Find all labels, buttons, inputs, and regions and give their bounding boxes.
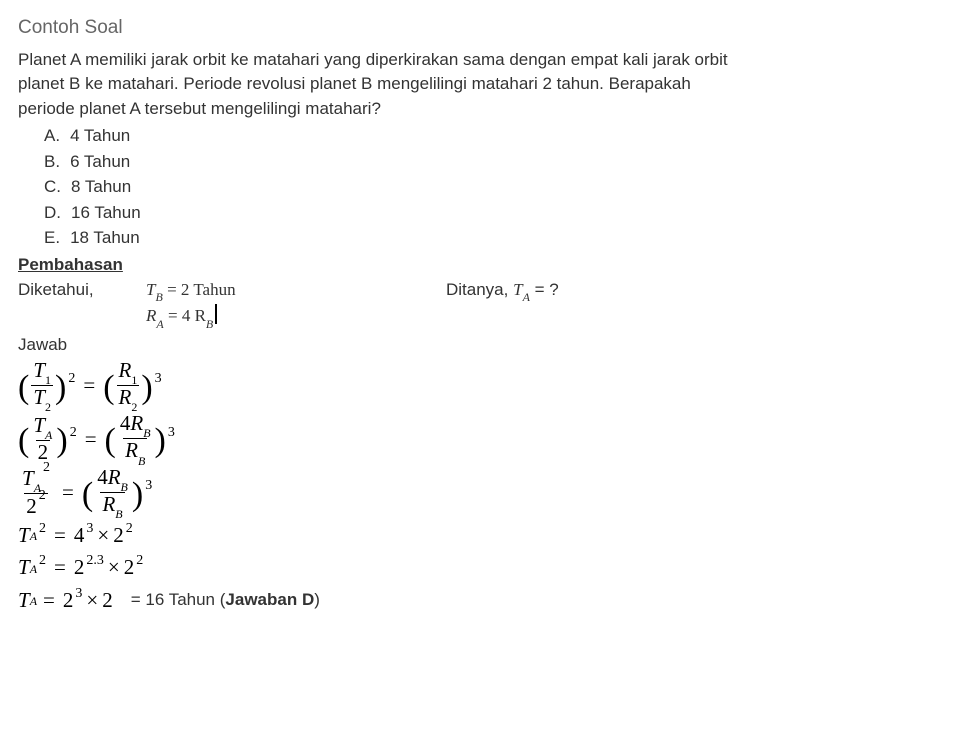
math-derivation: ( T1 T2 )2 = ( R1 R2 )3 ( TA 2 )2 = ( 4R… [18,360,954,615]
equation-5: TA2 = 22.3 × 22 [18,552,954,582]
text-cursor-icon [215,304,217,324]
equation-1: ( T1 T2 )2 = ( R1 R2 )3 [18,360,954,411]
jawab-label: Jawab [18,333,954,358]
option-c: C.8 Tahun [44,174,954,200]
problem-line: Planet A memiliki jarak orbit ke matahar… [18,48,954,73]
option-e: E.18 Tahun [44,225,954,251]
pembahasan-heading: Pembahasan [18,253,954,278]
equation-3: TA2 22 = ( 4RB RB )3 [18,467,954,518]
option-d: D.16 Tahun [44,200,954,226]
diketahui-label: Diketahui, [18,278,146,303]
given-ra: RA = 4 RB [146,304,446,331]
equation-2: ( TA 2 )2 = ( 4RB RB )3 [18,413,954,464]
problem-line: periode planet A tersebut mengelilingi m… [18,97,954,122]
diketahui-values: TB = 2 Tahun RA = 4 RB [146,278,446,332]
final-answer: = 16 Tahun (Jawaban D) [131,588,320,613]
option-b: B.6 Tahun [44,149,954,175]
section-heading: Contoh Soal [18,14,954,42]
diketahui-row: Diketahui, TB = 2 Tahun RA = 4 RB Ditany… [18,278,954,332]
option-a: A.4 Tahun [44,123,954,149]
ditanya: Ditanya, TA = ? [446,278,559,305]
equation-6: TA = 23 × 2 = 16 Tahun (Jawaban D) [18,585,954,615]
options-list: A.4 Tahun B.6 Tahun C.8 Tahun D.16 Tahun… [44,123,954,251]
problem-line: planet B ke matahari. Periode revolusi p… [18,72,954,97]
equation-4: TA2 = 43 × 22 [18,520,954,550]
problem-text: Planet A memiliki jarak orbit ke matahar… [18,48,954,122]
given-tb: TB = 2 Tahun [146,278,446,305]
